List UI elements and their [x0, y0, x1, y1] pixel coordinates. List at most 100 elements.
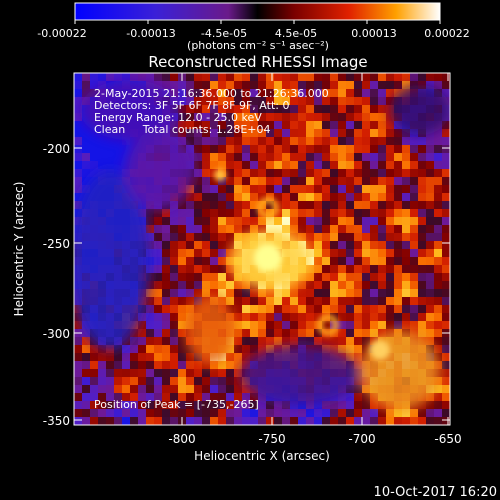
image-pixel — [266, 105, 274, 113]
image-pixel — [106, 369, 114, 377]
image-pixel — [194, 233, 202, 241]
image-pixel — [354, 241, 362, 249]
image-pixel — [346, 353, 354, 361]
image-pixel — [322, 81, 330, 89]
image-pixel — [234, 201, 242, 209]
image-pixel — [402, 217, 410, 225]
image-pixel — [362, 145, 370, 153]
image-pixel — [226, 105, 234, 113]
y-tick-label: -200 — [43, 142, 70, 156]
image-pixel — [442, 233, 450, 241]
image-pixel — [362, 273, 370, 281]
image-pixel — [250, 129, 258, 137]
image-pixel — [170, 241, 178, 249]
image-pixel — [330, 409, 338, 417]
image-pixel — [274, 145, 282, 153]
image-pixel — [442, 225, 450, 233]
image-pixel — [138, 393, 146, 401]
image-pixel — [306, 321, 314, 329]
image-pixel — [242, 73, 250, 81]
image-pixel — [114, 161, 122, 169]
image-pixel — [210, 385, 218, 393]
image-pixel — [274, 177, 282, 185]
image-pixel — [258, 81, 266, 89]
image-pixel — [338, 393, 346, 401]
image-pixel — [306, 401, 314, 409]
image-pixel — [234, 225, 242, 233]
image-pixel — [322, 225, 330, 233]
image-pixel — [218, 153, 226, 161]
image-pixel — [282, 329, 290, 337]
image-pixel — [178, 305, 186, 313]
image-pixel — [394, 225, 402, 233]
image-pixel — [322, 233, 330, 241]
image-pixel — [122, 417, 130, 425]
image-pixel — [266, 145, 274, 153]
image-pixel — [306, 161, 314, 169]
image-pixel — [290, 81, 298, 89]
image-pixel — [250, 329, 258, 337]
image-pixel — [290, 89, 298, 97]
image-pixel — [234, 377, 242, 385]
image-pixel — [226, 417, 234, 425]
image-pixel — [130, 385, 138, 393]
image-pixel — [258, 409, 266, 417]
image-pixel — [338, 169, 346, 177]
image-pixel — [370, 225, 378, 233]
image-pixel — [386, 217, 394, 225]
image-pixel — [306, 121, 314, 129]
image-pixel — [218, 137, 226, 145]
image-pixel — [154, 385, 162, 393]
image-pixel — [306, 137, 314, 145]
image-pixel — [314, 185, 322, 193]
image-pixel — [226, 265, 234, 273]
image-pixel — [346, 225, 354, 233]
image-pixel — [338, 265, 346, 273]
image-pixel — [434, 337, 442, 345]
image-pixel — [218, 161, 226, 169]
image-pixel — [146, 273, 154, 281]
plot-frame — [73, 72, 451, 426]
image-pixel — [370, 113, 378, 121]
image-pixel — [338, 249, 346, 257]
image-pixel — [362, 185, 370, 193]
image-pixel — [386, 273, 394, 281]
image-pixel — [330, 97, 338, 105]
image-pixel — [194, 73, 202, 81]
image-pixel — [402, 297, 410, 305]
image-pixel — [74, 201, 82, 209]
image-pixel — [386, 153, 394, 161]
image-pixel — [402, 249, 410, 257]
image-pixel — [362, 233, 370, 241]
image-pixel — [322, 89, 330, 97]
image-pixel — [378, 225, 386, 233]
image-pixel — [258, 105, 266, 113]
image-pixel — [386, 137, 394, 145]
image-pixel — [330, 345, 338, 353]
image-pixel — [266, 217, 274, 225]
image-pixel — [154, 329, 162, 337]
x-tick-label: -750 — [258, 432, 285, 446]
image-pixel — [354, 265, 362, 273]
image-pixel — [258, 121, 266, 129]
image-pixel — [354, 129, 362, 137]
image-pixel — [82, 369, 90, 377]
image-pixel — [442, 401, 450, 409]
image-pixel — [426, 169, 434, 177]
image-pixel — [378, 113, 386, 121]
image-pixel — [234, 113, 242, 121]
image-pixel — [122, 361, 130, 369]
image-pixel — [314, 153, 322, 161]
image-pixel — [106, 137, 114, 145]
image-pixel — [370, 129, 378, 137]
image-pixel — [162, 393, 170, 401]
image-pixel — [314, 257, 322, 265]
image-pixel — [162, 321, 170, 329]
image-pixel — [330, 289, 338, 297]
image-pixel — [218, 73, 226, 81]
image-pixel — [138, 313, 146, 321]
image-pixel — [162, 73, 170, 81]
image-pixel — [354, 169, 362, 177]
image-pixel — [258, 185, 266, 193]
image-pixel — [330, 201, 338, 209]
